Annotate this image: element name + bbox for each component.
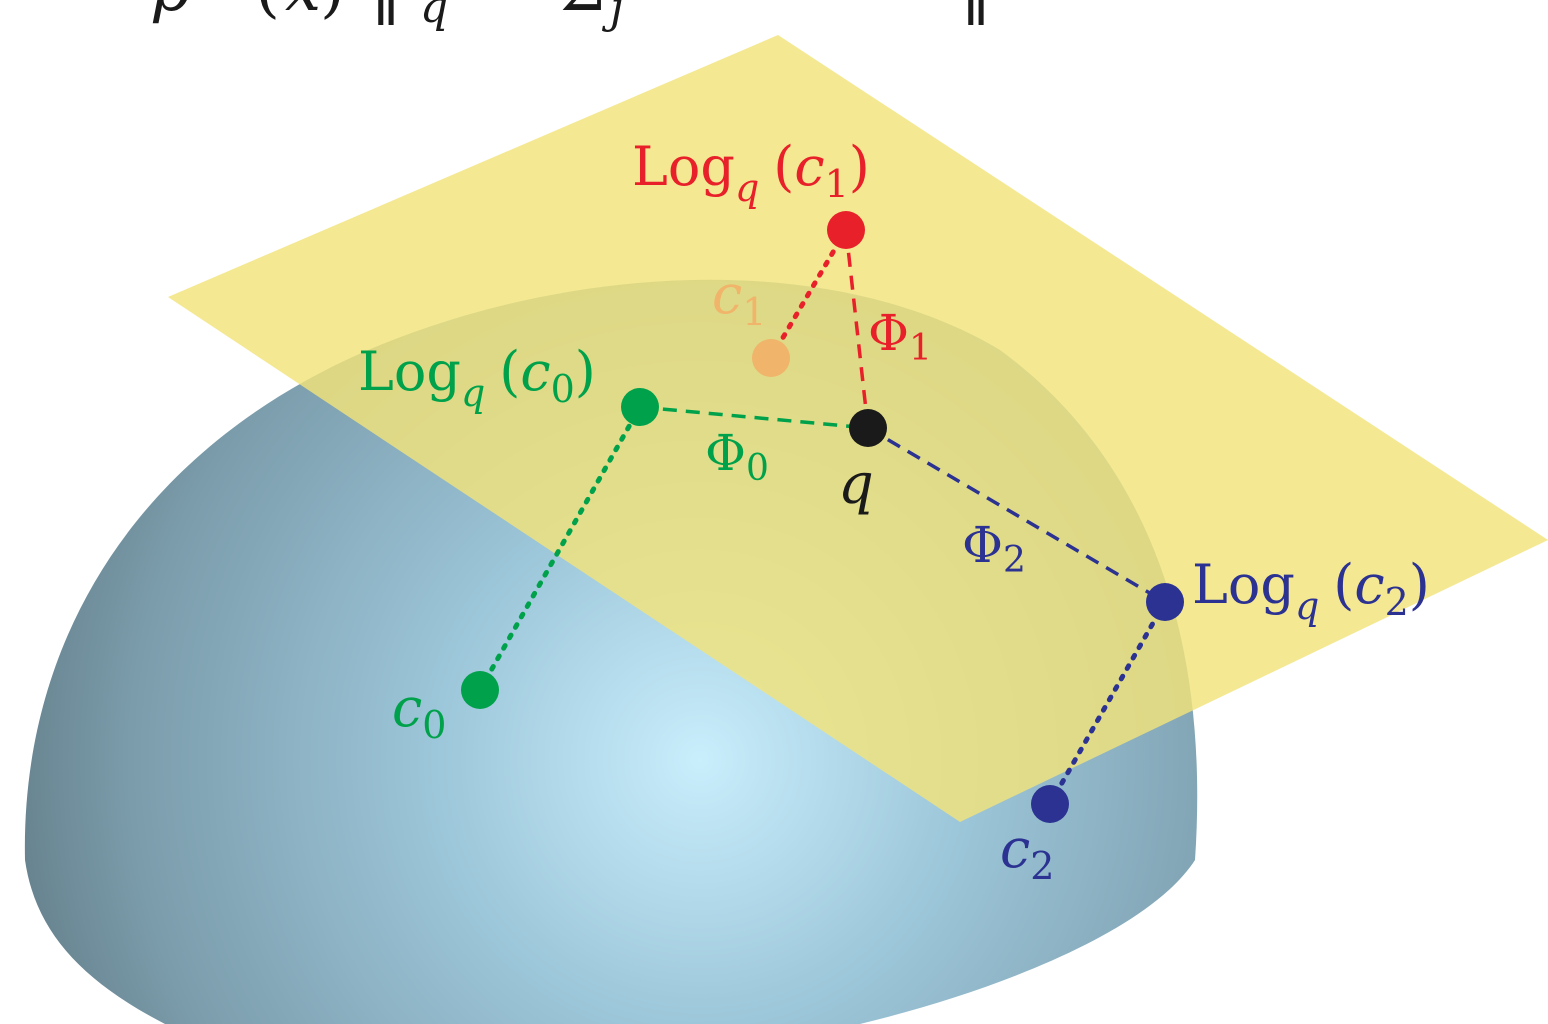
svg-text:−: − [480, 0, 534, 26]
svg-text:Φ2: Φ2 [962, 516, 1026, 581]
point-c1 [752, 339, 790, 377]
label-c1: c1 [712, 263, 766, 334]
svg-text:c2: c2 [1000, 817, 1054, 888]
svg-text:Σ: Σ [560, 0, 605, 26]
point-log-c0 [621, 388, 659, 426]
label-c0: c0 [392, 676, 446, 747]
label-q: q [838, 452, 874, 517]
point-c2 [1031, 785, 1069, 823]
label-log-c2: Logq (c2) [1192, 553, 1430, 628]
label-phi0: Φ0 [705, 424, 769, 489]
point-q [849, 409, 887, 447]
svg-text:q: q [420, 0, 448, 33]
svg-text:c0: c0 [392, 676, 446, 747]
c2-projection-line [1047, 599, 1168, 807]
svg-text:(: ( [255, 0, 280, 26]
svg-text:p: p [150, 0, 191, 26]
svg-text:): ) [320, 0, 345, 26]
svg-text:‖: ‖ [960, 0, 992, 26]
header-formula: p = ( x ) ‖ q − Σ j ‖ [150, 0, 992, 33]
svg-text:c1: c1 [712, 263, 766, 334]
label-phi2: Φ2 [962, 516, 1026, 581]
label-c2: c2 [1000, 817, 1054, 888]
phi0-line [639, 405, 869, 430]
svg-text:x: x [285, 0, 321, 26]
points [461, 211, 1184, 823]
svg-text:Logq(c1): Logq (c1) [632, 135, 870, 210]
point-log-c1 [827, 211, 865, 249]
label-log-c1: Logq (c1) [632, 135, 870, 210]
phi2-line [867, 426, 1166, 604]
svg-text:‖: ‖ [370, 0, 402, 26]
point-c0 [461, 671, 499, 709]
c1-projection-line [768, 227, 849, 361]
connector-lines [477, 227, 1168, 807]
svg-text:Logq(c0): Logq (c0) [358, 340, 596, 415]
label-log-c0: Logq (c0) [358, 340, 596, 415]
svg-text:Φ1: Φ1 [868, 304, 932, 369]
phi1-line [844, 229, 870, 429]
svg-text:Φ0: Φ0 [705, 424, 769, 489]
svg-text:=: = [200, 0, 254, 26]
point-log-c2 [1146, 583, 1184, 621]
svg-text:Logq(c2): Logq (c2) [1192, 553, 1430, 628]
label-phi1: Φ1 [868, 304, 932, 369]
